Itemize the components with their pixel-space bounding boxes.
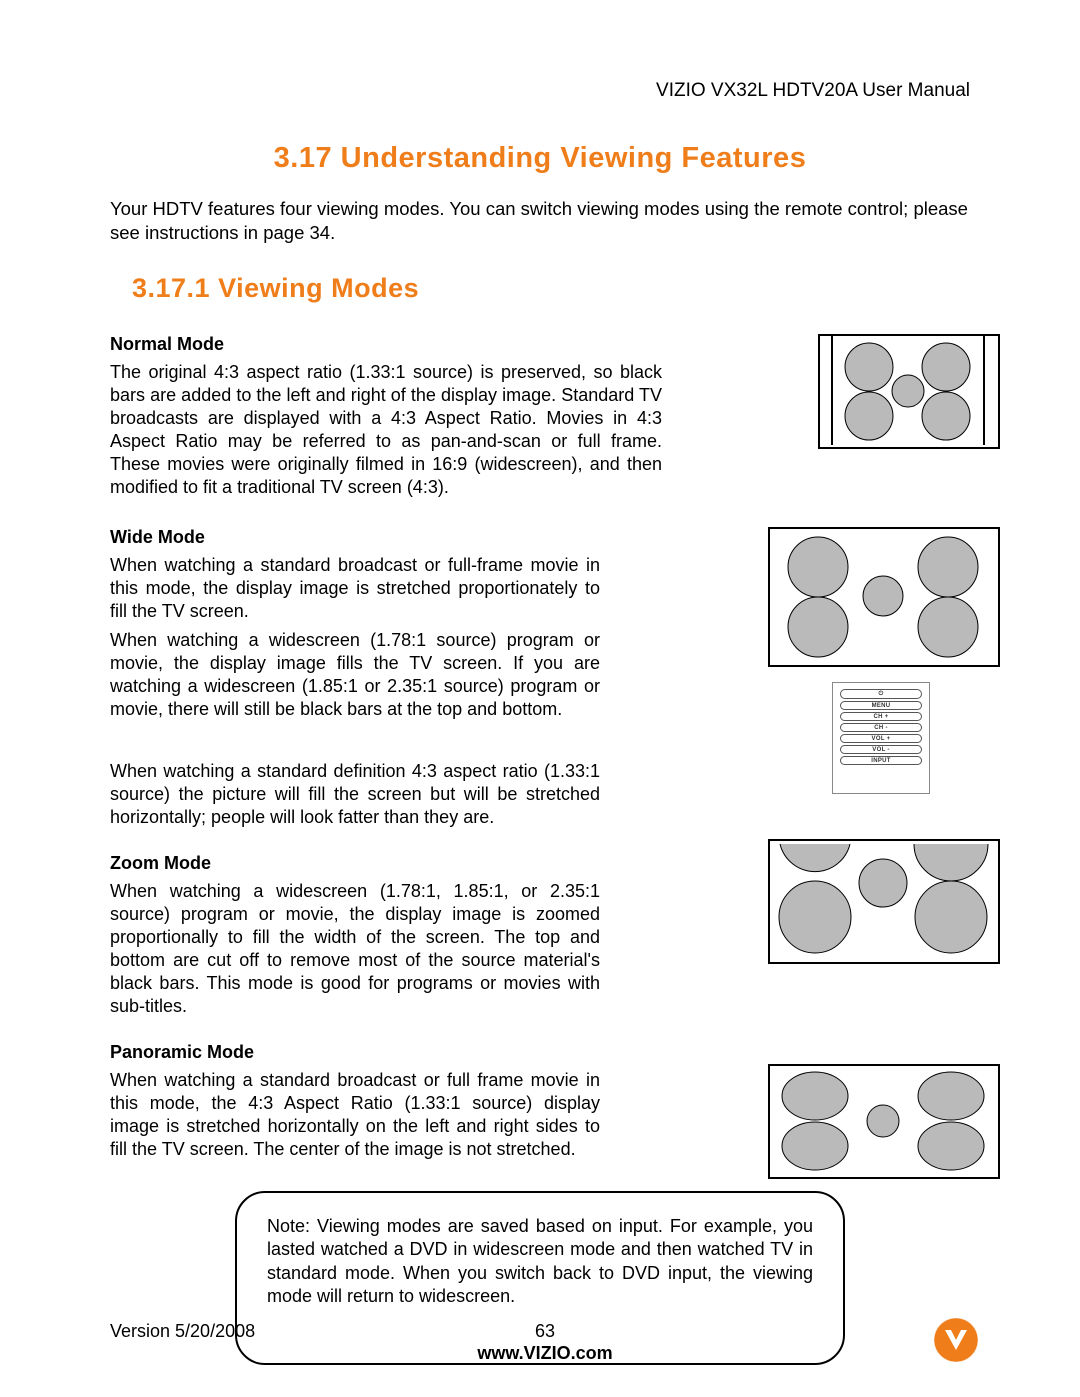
mode-normal: Normal Mode The original 4:3 aspect rati… xyxy=(110,334,970,499)
footer-url: www.VIZIO.com xyxy=(477,1343,612,1364)
wide-p1: When watching a standard broadcast or fu… xyxy=(110,554,600,623)
panel-button: CH - xyxy=(840,723,922,732)
mode-title: Panoramic Mode xyxy=(110,1042,970,1063)
diagram-normal xyxy=(818,334,1000,449)
mode-panoramic: Panoramic Mode When watching a standard … xyxy=(110,1042,970,1161)
mode-body: When watching a standard broadcast or fu… xyxy=(110,1069,600,1161)
wide-p2: When watching a widescreen (1.78:1 sourc… xyxy=(110,629,600,721)
mode-zoom: Zoom Mode When watching a widescreen (1.… xyxy=(110,853,970,1018)
diagram-zoom xyxy=(768,839,1000,964)
mode-wide-p3: When watching a standard definition 4:3 … xyxy=(110,760,970,829)
diagram-panoramic xyxy=(768,1064,1000,1179)
vizio-logo-icon xyxy=(932,1316,980,1364)
manual-header: VIZIO VX32L HDTV20A User Manual xyxy=(110,80,970,102)
footer-version: Version 5/20/2008 xyxy=(110,1321,255,1341)
diagram-wide-1 xyxy=(768,527,1000,667)
section-heading: 3.17 Understanding Viewing Features xyxy=(110,142,970,175)
footer-page-number: 63 xyxy=(535,1321,555,1342)
page-footer: Version 5/20/2008 63 www.VIZIO.com xyxy=(110,1321,980,1342)
note-text: Note: Viewing modes are saved based on i… xyxy=(267,1215,813,1309)
panel-button: ⏻ xyxy=(840,689,922,699)
intro-paragraph: Your HDTV features four viewing modes. Y… xyxy=(110,197,970,245)
mode-wide: Wide Mode When watching a standard broad… xyxy=(110,527,970,721)
mode-body: When watching a standard broadcast or fu… xyxy=(110,554,600,721)
panel-button: MENU xyxy=(840,701,922,710)
panel-button: CH + xyxy=(840,712,922,721)
mode-body: When watching a widescreen (1.78:1, 1.85… xyxy=(110,880,600,1018)
mode-body: The original 4:3 aspect ratio (1.33:1 so… xyxy=(110,361,662,499)
panel-button: VOL + xyxy=(840,734,922,743)
subsection-heading: 3.17.1 Viewing Modes xyxy=(132,273,970,304)
panel-button: VOL - xyxy=(840,745,922,754)
mode-body: When watching a standard definition 4:3 … xyxy=(110,760,600,829)
